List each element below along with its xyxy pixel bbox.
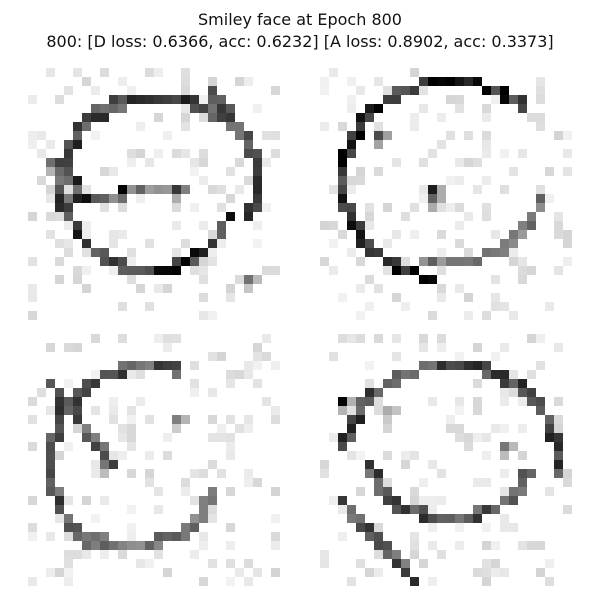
sample-pixels [320, 334, 572, 586]
training-metrics: 800: [D loss: 0.6366, acc: 0.6232] [A lo… [46, 32, 554, 51]
sample-pixels [28, 68, 280, 320]
generated-image-4 [320, 334, 572, 586]
generated-image-3 [28, 334, 280, 586]
sample-pixels [320, 68, 572, 320]
generated-image-1 [28, 68, 280, 320]
figure-title: Smiley face at Epoch 800 [198, 10, 402, 29]
sample-pixels [28, 334, 280, 586]
generated-image-2 [320, 68, 572, 320]
